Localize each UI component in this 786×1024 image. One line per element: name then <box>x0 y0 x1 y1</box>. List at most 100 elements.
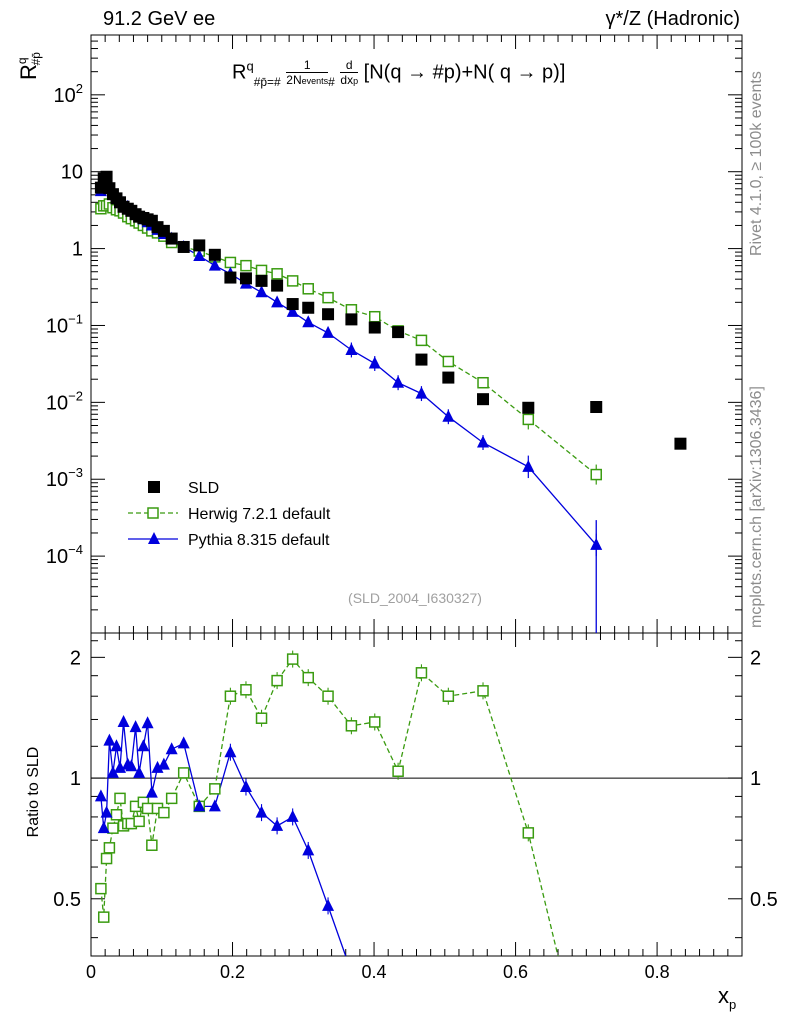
sld-point <box>239 272 252 285</box>
sld-point <box>442 371 455 384</box>
herwig-ratio-point <box>100 852 113 865</box>
herwig-ratio-point <box>103 842 116 854</box>
pythia-point <box>302 315 315 328</box>
pythia-point <box>442 409 455 422</box>
pythia-ratio-point <box>106 765 119 778</box>
pythia-ratio-point <box>177 736 190 749</box>
pythia-ratio-point <box>110 739 123 752</box>
herwig-point <box>255 264 268 277</box>
pythia-ratio-point <box>271 818 284 831</box>
herwig-ratio-point <box>255 712 268 724</box>
herwig-ratio-point <box>522 827 535 839</box>
pythia-ratio-point <box>157 757 170 770</box>
formula-frac1-num: 1 <box>286 58 329 73</box>
pythia-ratio-point <box>125 759 138 772</box>
pythia-point <box>286 304 299 317</box>
sld-point <box>322 308 335 321</box>
sld-point <box>271 279 284 292</box>
herwig-ratio-point <box>477 685 489 697</box>
herwig-ratio-point <box>286 653 299 665</box>
ratio-y-tick-label-right: 2 <box>750 647 761 669</box>
pythia-ratio-point <box>151 760 164 773</box>
herwig-ratio-point <box>224 690 237 702</box>
mcplots-label: mcplots.cern.ch [arXiv:1306.3436] <box>748 386 765 628</box>
sld-point <box>286 298 299 311</box>
sld-point <box>165 232 178 245</box>
sld-point <box>590 401 603 414</box>
y-tick-label: 10−1 <box>46 311 83 337</box>
x-axis-title: xp <box>718 983 736 1012</box>
header-left: 91.2 GeV ee <box>103 8 216 30</box>
herwig-point <box>369 310 381 323</box>
formula-frac-deriv: d dxp <box>340 58 359 88</box>
herwig-ratio-point <box>165 792 178 805</box>
legend-label: Pythia 8.315 default <box>188 532 330 549</box>
herwig-point <box>415 334 428 347</box>
pythia-ratio-point <box>145 785 158 798</box>
pythia-ratio-point <box>239 779 252 792</box>
herwig-point <box>442 355 455 368</box>
y-tick-label: 10−4 <box>46 542 83 568</box>
pythia-ratio-point <box>302 843 315 856</box>
pythia-point <box>522 459 535 472</box>
pythia-point <box>193 249 206 262</box>
pythia-ratio-point <box>224 745 237 758</box>
formula-frac1-den-sub: events <box>301 76 329 86</box>
herwig-ratio-point <box>95 882 107 895</box>
herwig-point <box>286 275 299 287</box>
pythia-ratio-point <box>286 809 299 822</box>
sld-point <box>193 239 206 252</box>
pythia-ratio-point <box>94 789 107 802</box>
legend-marker-pythia <box>148 532 160 544</box>
pythia-ratio-point <box>141 716 154 729</box>
herwig-ratio-point <box>107 822 119 834</box>
herwig-point <box>345 304 358 316</box>
pythia-ratio-point <box>165 742 178 755</box>
formula-frac2-den-sub: p <box>353 76 359 86</box>
legend-marker-sld <box>148 481 160 493</box>
herwig-point <box>322 291 334 304</box>
pythia-ratio-point <box>100 805 113 818</box>
ratio-y-tick-label: 2 <box>70 647 81 669</box>
pythia-ratio-line <box>100 721 347 957</box>
chart-marks <box>94 170 687 957</box>
formula-r: R <box>232 61 247 84</box>
herwig-ratio-point <box>133 815 145 828</box>
sld-point <box>368 321 381 334</box>
herwig-ratio-point <box>114 792 126 805</box>
x-tick-label: 0.4 <box>362 962 387 982</box>
ratio-y-tick-label: 1 <box>70 768 81 790</box>
pythia-ratio-point <box>255 805 268 818</box>
ratio-y-axis-title: Ratio to SLD <box>25 747 42 838</box>
sld-point <box>302 301 315 314</box>
ratio-y-tick-label-right: 0.5 <box>750 889 778 911</box>
herwig-ratio-point <box>240 684 252 696</box>
y-axis-title: Rq#p̄ <box>15 52 43 80</box>
x-tick-label: 0.8 <box>645 962 670 982</box>
formula-hash: # <box>328 75 335 90</box>
herwig-ratio-point <box>158 806 170 819</box>
pythia-point <box>477 435 490 448</box>
sld-point <box>522 401 535 414</box>
x-tick-label: 0 <box>86 962 96 982</box>
formula-tail: [N(q → #p)+N( q → p)] <box>363 61 566 84</box>
herwig-ratio-point <box>302 671 314 684</box>
pythia-ratio-point <box>114 760 127 773</box>
pythia-ratio-point <box>129 720 142 733</box>
pythia-point <box>345 342 358 355</box>
sld-point <box>224 271 237 284</box>
herwig-ratio-point <box>322 690 334 702</box>
pythia-ratio-point <box>322 898 335 911</box>
sld-point <box>415 353 428 366</box>
legend-label: Herwig 7.2.1 default <box>188 506 331 523</box>
x-tick-label: 0.6 <box>503 962 528 982</box>
pythia-point <box>368 356 381 369</box>
pythia-point <box>322 325 335 338</box>
legend: SLD Herwig 7.2.1 default Pythia 8.315 defa… <box>128 480 331 549</box>
pythia-point <box>590 537 603 550</box>
herwig-ratio-point <box>415 667 428 679</box>
header-right: γ*/Z (Hadronic) <box>605 8 740 30</box>
sld-point <box>674 437 687 450</box>
herwig-point <box>477 376 489 389</box>
